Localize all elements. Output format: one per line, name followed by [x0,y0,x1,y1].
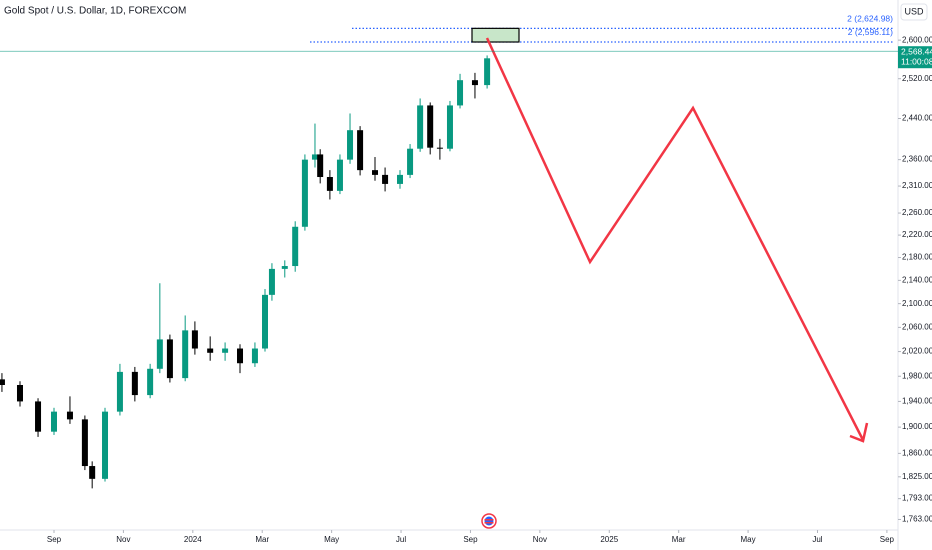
x-tick-label: Mar [672,535,686,544]
candle-body [436,147,443,149]
projection-path [485,37,865,441]
y-tick-label: 1,825.00 [902,472,932,481]
candle-body [347,130,354,160]
candle-body [0,379,5,385]
candle-body [336,159,343,191]
candle-body [382,174,389,184]
candle-body [102,411,109,479]
candle-body [207,348,214,353]
candle-body [281,266,288,269]
candle-body [251,348,258,364]
candle-body [372,170,379,175]
y-tick-label: 2,180.00 [902,253,932,262]
candle-body [484,58,491,86]
y-tick-label: 2,440.00 [902,114,932,123]
candle-body [446,105,453,149]
candle-body [268,268,275,295]
candle-body [326,177,333,191]
candle-body [261,294,268,349]
y-tick-label: 2,220.00 [902,230,932,239]
candle-body [116,371,123,412]
y-tick-label: 2,520.00 [902,74,932,83]
projection-arrowhead [849,422,869,443]
candle-body [417,105,424,149]
candle-body [457,80,464,106]
candle-body [191,330,198,349]
x-tick-label: Nov [116,535,130,544]
target-zone [471,27,520,43]
x-tick-label: Sep [880,535,895,544]
currency-button[interactable] [900,3,928,21]
candle-body [301,159,308,227]
level-label: 2 (2,596.11) [848,27,893,37]
candle-body [131,371,138,396]
candle-body [166,339,173,379]
candle-body [407,148,414,175]
y-tick-label: 1,940.00 [902,397,932,406]
candle-body [317,154,324,178]
y-tick-label: 2,600.00 [902,35,932,44]
candle-body [50,411,57,432]
y-tick-label: 1,900.00 [902,422,932,431]
x-tick-label: Sep [463,535,478,544]
y-tick-label: 2,060.00 [902,322,932,331]
candle-body [147,368,154,396]
candle-body [471,80,478,86]
y-tick-label: 1,860.00 [902,448,932,457]
candle-body [16,384,23,402]
y-tick-label: 2,360.00 [902,155,932,164]
event-flag[interactable] [481,513,497,529]
last-price-label: 2,568.44 [901,46,932,56]
candle-body [35,401,42,432]
level-label: 2 (2,624.98) [847,14,893,24]
candle-body [311,154,318,160]
y-tick-label: 1,763.00 [902,515,932,524]
y-tick-label: 2,100.00 [902,299,932,308]
price-badge [898,46,932,69]
y-tick-label: 2,260.00 [902,208,932,217]
x-tick-label: May [741,535,756,544]
candle-body [237,348,244,364]
candle-body [222,348,229,353]
candle-body [81,419,88,467]
candle-body [89,466,96,479]
x-tick-label: Nov [533,535,547,544]
candle-body [156,339,163,369]
candle-body [182,330,189,379]
plot [0,27,893,489]
chart-title: Gold Spot / U.S. Dollar, 1D, FOREXCOM [4,6,186,17]
x-tick-label: 2025 [600,535,618,544]
x-tick-label: May [324,535,339,544]
candle-body [292,226,299,267]
countdown: 11:00:08 [901,56,932,66]
y-tick-label: 2,020.00 [902,347,932,356]
x-tick-label: Mar [255,535,269,544]
y-tick-label: 1,980.00 [902,371,932,380]
y-tick-label: 1,793.00 [902,494,932,503]
x-tick-label: Jul [396,535,406,544]
candle-body [66,411,73,420]
currency[interactable]: USD [904,6,924,16]
y-tick-label: 2,140.00 [902,275,932,284]
y-tick-label: 2,310.00 [902,181,932,190]
candle-body [427,105,434,148]
candle-body [357,130,364,171]
x-tick-label: Sep [47,535,62,544]
candle-body [396,174,403,184]
x-tick-label: 2024 [184,535,202,544]
x-tick-label: Jul [812,535,822,544]
